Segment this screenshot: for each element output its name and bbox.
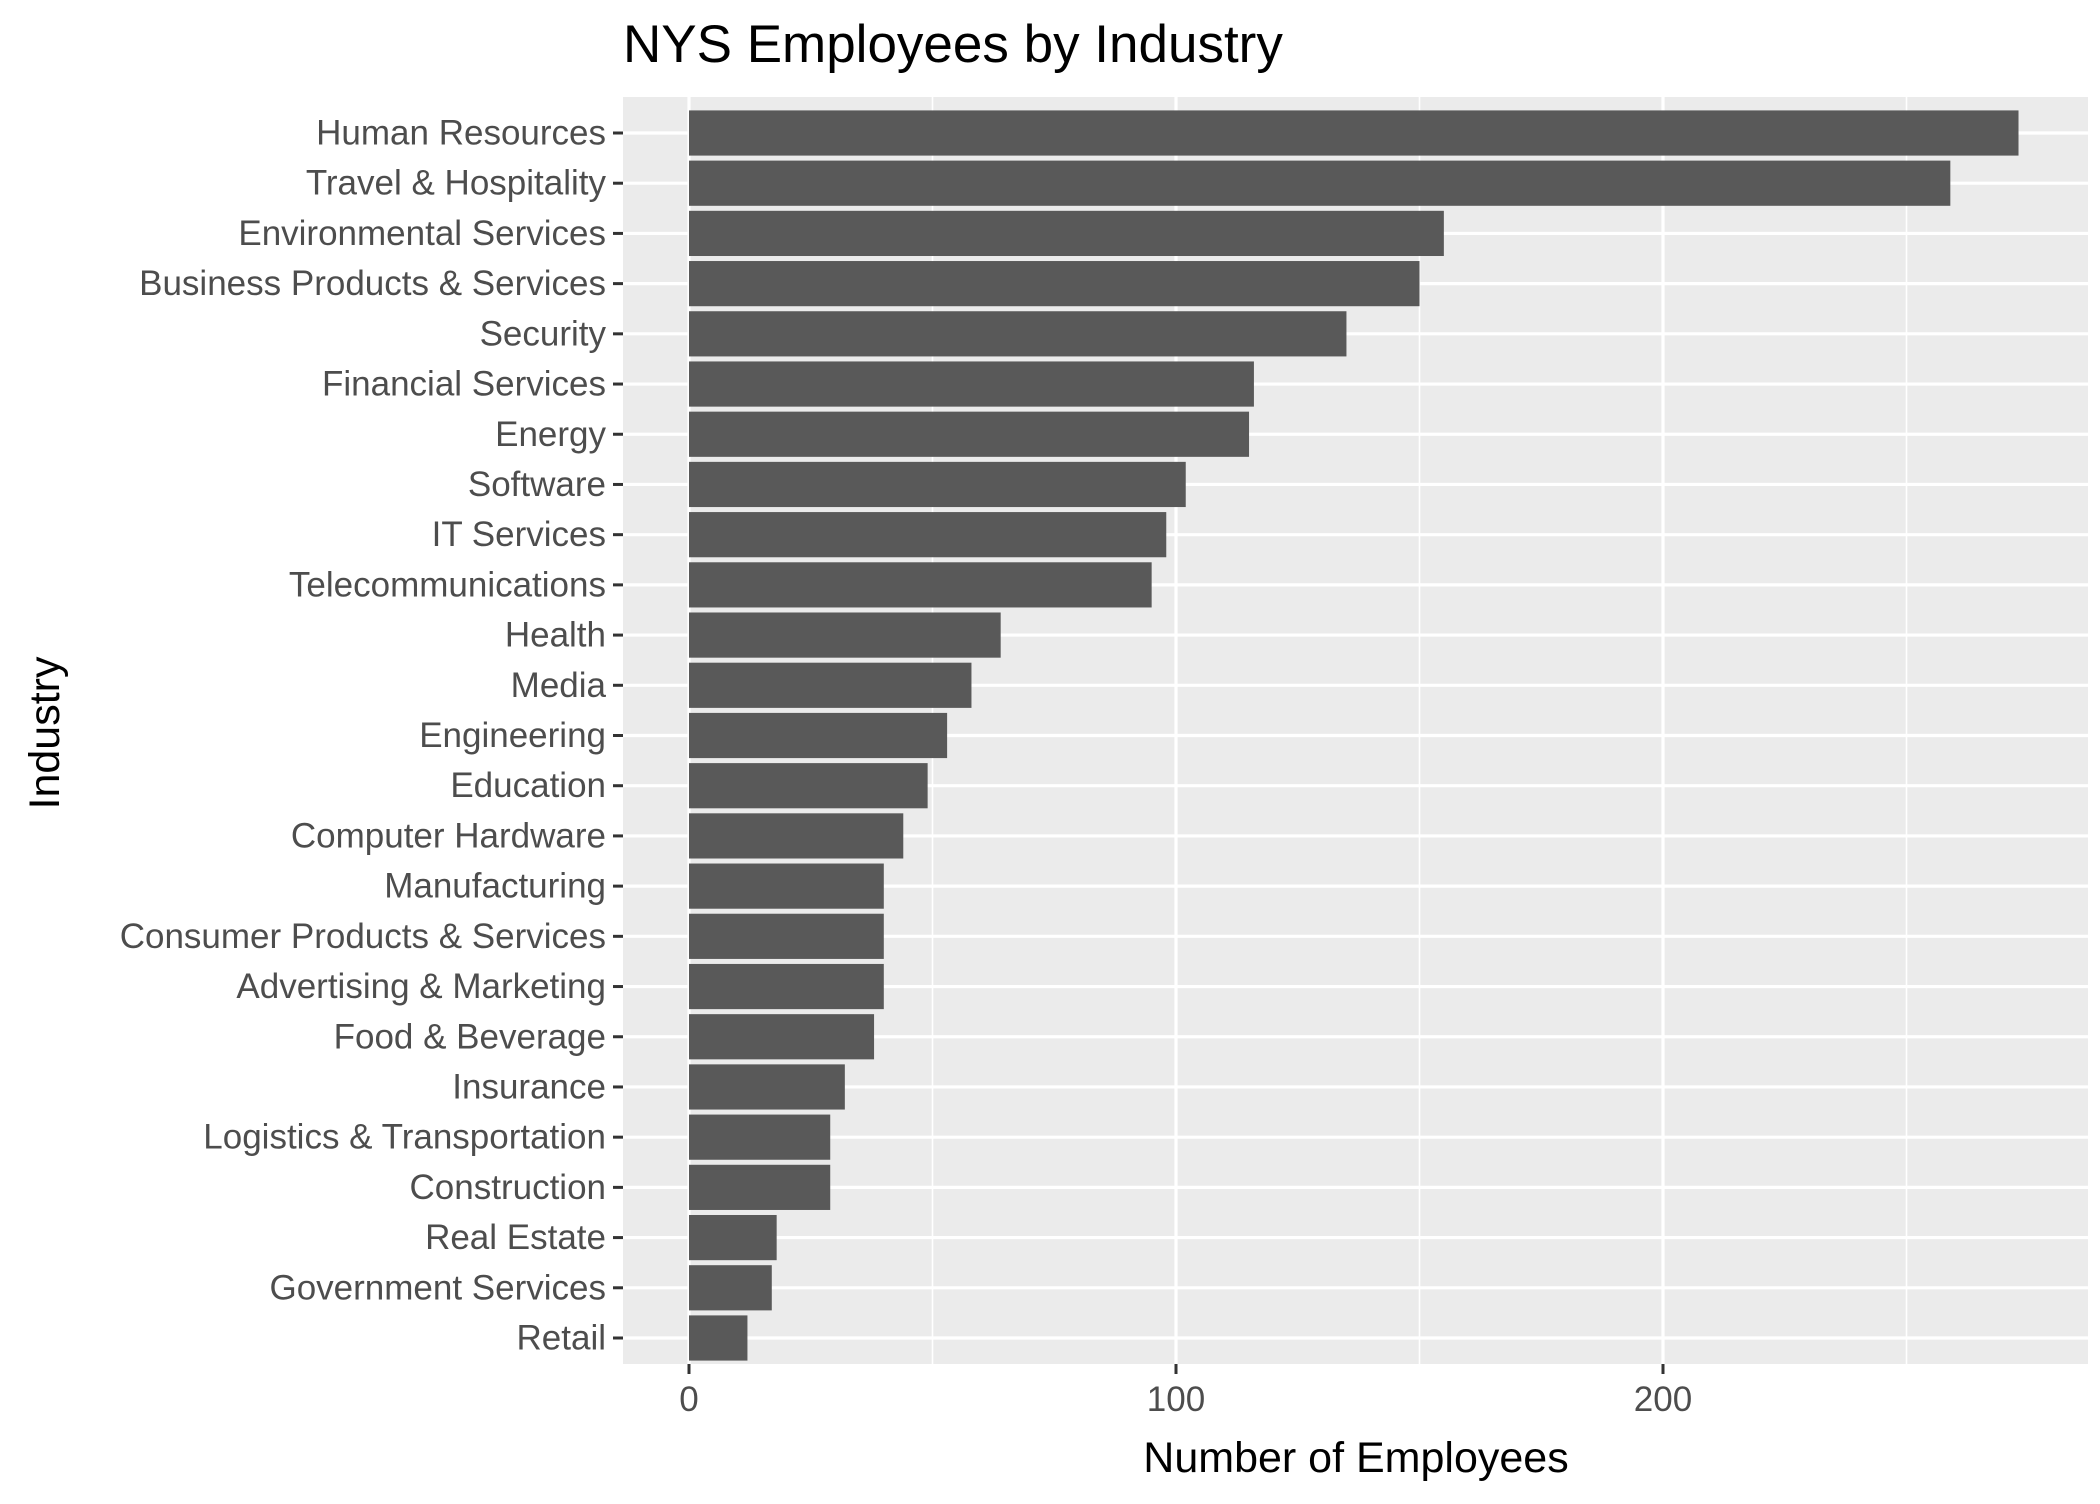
y-tick-label: Business Products & Services [139,264,606,303]
x-tick-label: 200 [1634,1380,1692,1419]
bar [689,110,2019,156]
y-tick-label: Food & Beverage [334,1017,606,1056]
y-tick-label: Energy [495,415,606,454]
y-tick-label: Construction [410,1168,606,1207]
bar [689,1164,831,1210]
y-tick-label: Consumer Products & Services [120,917,606,956]
bar [689,813,904,859]
y-tick-label: Environmental Services [238,214,606,253]
y-tick-label: Computer Hardware [291,816,606,855]
y-tick-label: Engineering [419,716,606,755]
x-tick-label: 0 [679,1380,698,1419]
bar [689,160,1951,206]
bar [689,512,1167,558]
bar [689,712,948,759]
bar [689,1064,845,1110]
bar [689,210,1444,257]
bar [689,261,1420,307]
bars [689,110,2019,1361]
y-tick-label: Government Services [269,1268,606,1307]
bar [689,763,928,809]
y-tick-label: IT Services [432,515,606,554]
y-tick-label: Telecommunications [289,565,606,604]
bar [689,1214,777,1261]
x-tick-label: 100 [1147,1380,1205,1419]
bar [689,311,1347,357]
bar [689,963,884,1010]
bar [689,863,884,909]
y-tick-label: Retail [517,1319,606,1358]
bar [689,662,972,708]
y-axis-title: Industry [21,656,69,809]
y-tick-label: Financial Services [322,365,606,404]
bar [689,411,1250,457]
y-tick-label: Travel & Hospitality [306,164,607,203]
bar [689,1265,772,1311]
y-tick-label: Security [480,314,607,353]
bar [689,1315,748,1361]
y-tick-label: Education [450,766,606,805]
y-axis: Human Resources Travel & Hospitality Envir… [120,114,623,1358]
y-tick-label: Logistics & Transportation [203,1118,606,1157]
y-tick-label: Media [511,666,607,705]
chart-title: NYS Employees by Industry [623,15,1283,74]
y-tick-label: Health [505,616,606,655]
bar [689,612,1001,658]
y-tick-label: Software [468,465,606,504]
bar [689,461,1186,508]
y-tick-label: Human Resources [316,114,606,153]
y-tick-label: Advertising & Marketing [236,967,606,1006]
y-tick-label: Real Estate [425,1218,606,1257]
bar [689,1114,831,1160]
y-tick-label: Insurance [452,1067,606,1106]
x-axis-title: Number of Employees [1143,1434,1568,1482]
x-axis: 0 100 200 [679,1364,1692,1419]
bar [689,361,1254,407]
y-tick-label: Manufacturing [384,867,606,906]
bar [689,913,884,959]
bar [689,562,1152,608]
bar [689,1014,875,1060]
